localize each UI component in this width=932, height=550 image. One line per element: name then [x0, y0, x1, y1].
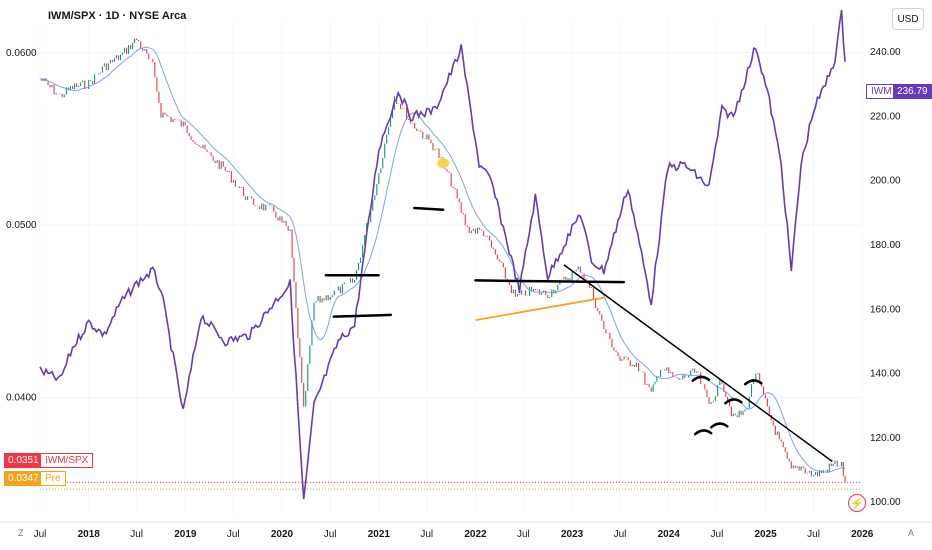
grid-lines: [0, 20, 932, 523]
drawings-layer: [324, 158, 833, 463]
x-tick-label: 2018: [78, 529, 101, 540]
auto-scale-label[interactable]: A: [908, 528, 915, 538]
x-tick-label: 2023: [561, 529, 584, 540]
x-tick-label: Jul: [34, 529, 47, 540]
x-tick-label: 2019: [174, 529, 197, 540]
right-tick-label: 200.00: [870, 176, 901, 187]
marker-arc-3: [710, 422, 729, 429]
x-tick-label: Jul: [614, 529, 627, 540]
right-tick-label: 180.00: [870, 240, 901, 251]
ratio-value-tag: 0.0351: [4, 453, 43, 468]
ratio-moving-average-line: [39, 46, 846, 473]
lightning-icon[interactable]: ⚡: [848, 494, 866, 512]
right-price-axis[interactable]: 240.00 220.00 200.00 180.00 160.00 140.00 120.…: [870, 47, 901, 508]
chart-title: IWM/SPX · 1D · NYSE Arca: [48, 10, 187, 22]
resistance-line-2021: [413, 206, 445, 211]
zoom-corner-label[interactable]: Z: [18, 528, 24, 538]
support-line-2020: [332, 313, 393, 318]
x-tick-label: Jul: [130, 529, 143, 540]
time-axis[interactable]: Jul 2018 Jul 2019 Jul 2020 Jul 2021 Jul 2022 Jul 20…: [34, 529, 874, 540]
right-tick-label: 160.00: [870, 304, 901, 315]
x-tick-label: Jul: [420, 529, 433, 540]
iwm-name-tag: IWM: [866, 84, 897, 99]
x-tick-label: Jul: [517, 529, 530, 540]
right-tick-label: 120.00: [870, 433, 901, 444]
marker-arc-2: [693, 429, 713, 436]
iwm-value-tag: 236.79: [893, 84, 932, 99]
left-tick-label: 0.0600: [6, 48, 37, 59]
x-tick-label: Jul: [807, 529, 820, 540]
pre-name-tag: Pre: [40, 471, 66, 486]
x-tick-label: Jul: [227, 529, 240, 540]
x-tick-label: 2024: [658, 529, 681, 540]
right-tick-label: 100.00: [870, 497, 901, 508]
left-price-axis[interactable]: 0.0600 0.0500 0.0400: [6, 48, 37, 404]
marker-arc-5: [743, 379, 763, 386]
pointing-hand-icon: [437, 158, 450, 169]
ratio-name-tag: IWM/SPX: [40, 453, 94, 468]
x-tick-label: 2021: [368, 529, 391, 540]
x-tick-label: Jul: [324, 529, 337, 540]
x-tick-label: 2026: [851, 529, 874, 540]
right-tick-label: 140.00: [870, 369, 901, 380]
left-tick-label: 0.0400: [6, 393, 37, 404]
marker-arc-4: [724, 398, 743, 405]
x-tick-label: 2025: [755, 529, 778, 540]
left-tick-label: 0.0500: [6, 220, 37, 231]
marker-arc-1: [691, 375, 711, 382]
x-tick-label: 2020: [271, 529, 294, 540]
right-tick-label: 220.00: [870, 111, 901, 122]
iwm-price-line: [39, 9, 846, 500]
x-tick-label: 2022: [464, 529, 487, 540]
series-layer: [39, 9, 862, 500]
range-top-line-2022: [474, 279, 625, 284]
descending-trendline: [563, 264, 833, 463]
x-tick-label: Jul: [711, 529, 724, 540]
pre-value-tag: 0.0347: [4, 471, 43, 486]
right-tick-label: 240.00: [870, 47, 901, 58]
currency-button[interactable]: USD: [892, 8, 924, 30]
rising-support-line: [475, 296, 605, 321]
